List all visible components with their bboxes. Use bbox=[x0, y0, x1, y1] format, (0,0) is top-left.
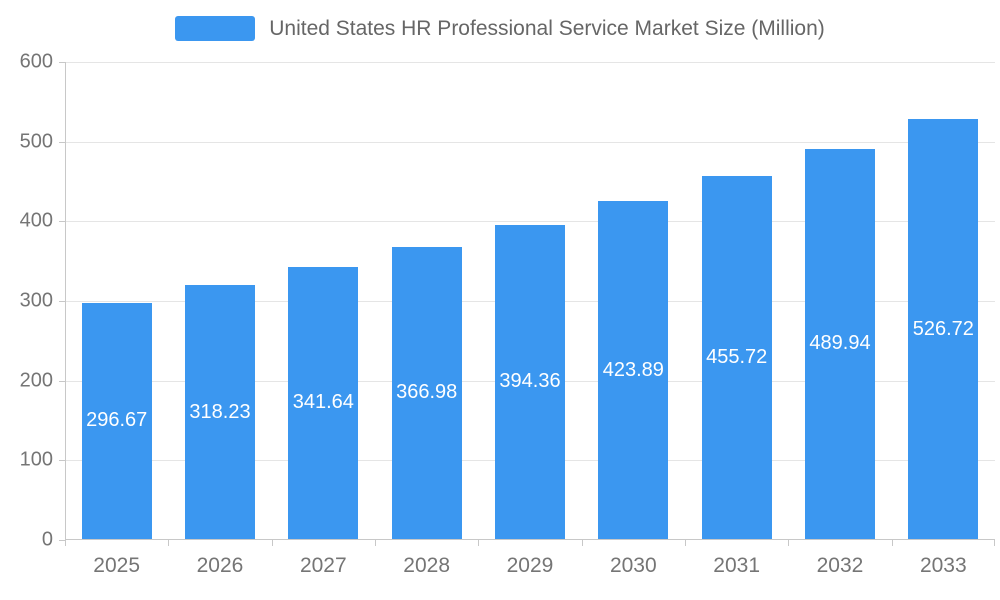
y-axis-tick bbox=[59, 62, 65, 63]
x-axis-label: 2028 bbox=[403, 554, 451, 577]
x-axis-tick bbox=[582, 540, 583, 546]
y-axis-tick bbox=[59, 301, 65, 302]
y-axis-label: 100 bbox=[19, 448, 53, 471]
x-axis-label: 2027 bbox=[299, 554, 347, 577]
bar-value-label: 394.36 bbox=[499, 370, 561, 393]
x-axis-tick bbox=[375, 540, 376, 546]
x-axis-label: 2026 bbox=[196, 554, 244, 577]
y-axis-label: 300 bbox=[19, 289, 53, 312]
bar[interactable]: 489.94 bbox=[804, 148, 876, 539]
y-axis-label: 0 bbox=[41, 528, 53, 551]
bar-value-label: 318.23 bbox=[189, 400, 251, 423]
bar-value-label: 366.98 bbox=[396, 381, 458, 404]
bar-value-label: 489.94 bbox=[809, 332, 871, 355]
bar[interactable]: 296.67 bbox=[81, 302, 152, 539]
bar-value-label: 296.67 bbox=[86, 409, 148, 432]
x-axis-label: 2029 bbox=[506, 554, 554, 577]
y-axis-label: 400 bbox=[19, 209, 53, 232]
y-axis-tick bbox=[59, 141, 65, 143]
gridline bbox=[65, 221, 995, 223]
x-axis-tick bbox=[685, 540, 686, 546]
y-axis-line bbox=[65, 62, 66, 540]
x-axis-line bbox=[65, 539, 995, 540]
chart-title: United States HR Professional Service Ma… bbox=[269, 16, 825, 40]
x-axis-tick bbox=[994, 540, 995, 546]
x-axis-label: 2030 bbox=[609, 554, 657, 577]
x-axis-tick bbox=[272, 540, 273, 546]
x-axis-label: 2031 bbox=[713, 554, 761, 577]
y-axis-label: 500 bbox=[19, 130, 53, 153]
gridline bbox=[65, 141, 995, 143]
x-axis-tick bbox=[788, 540, 789, 546]
x-axis-tick bbox=[168, 540, 169, 546]
bar[interactable]: 341.64 bbox=[288, 266, 359, 539]
chart-legend[interactable]: United States HR Professional Service Ma… bbox=[0, 16, 1000, 41]
plot-area: 0 100 200 300 400 500 600 296.67 2025 318.23 2026 3… bbox=[20, 51, 995, 577]
bar-value-label: 526.72 bbox=[912, 317, 974, 340]
x-axis-label: 2032 bbox=[816, 554, 864, 577]
bar[interactable]: 318.23 bbox=[184, 285, 256, 539]
bar[interactable]: 394.36 bbox=[494, 224, 566, 539]
bar[interactable]: 366.98 bbox=[391, 246, 462, 539]
x-axis-tick bbox=[65, 540, 66, 546]
y-axis-label: 600 bbox=[19, 50, 53, 73]
bar[interactable]: 455.72 bbox=[701, 175, 772, 539]
y-axis-tick bbox=[59, 460, 65, 462]
x-axis-label: 2033 bbox=[919, 554, 967, 577]
bar[interactable]: 526.72 bbox=[908, 119, 979, 539]
y-axis-tick bbox=[59, 540, 65, 541]
x-axis-label: 2025 bbox=[93, 554, 141, 577]
bar-value-label: 423.89 bbox=[602, 358, 664, 381]
y-axis-tick bbox=[59, 380, 65, 382]
bar-value-label: 455.72 bbox=[706, 345, 768, 368]
gridline bbox=[65, 62, 995, 63]
y-axis-tick bbox=[59, 221, 65, 223]
x-axis-tick bbox=[892, 540, 893, 546]
x-axis-tick bbox=[478, 540, 479, 546]
y-axis-label: 200 bbox=[19, 369, 53, 392]
legend-swatch-icon bbox=[175, 16, 256, 41]
bar-value-label: 341.64 bbox=[292, 391, 354, 414]
bar[interactable]: 423.89 bbox=[598, 201, 669, 539]
